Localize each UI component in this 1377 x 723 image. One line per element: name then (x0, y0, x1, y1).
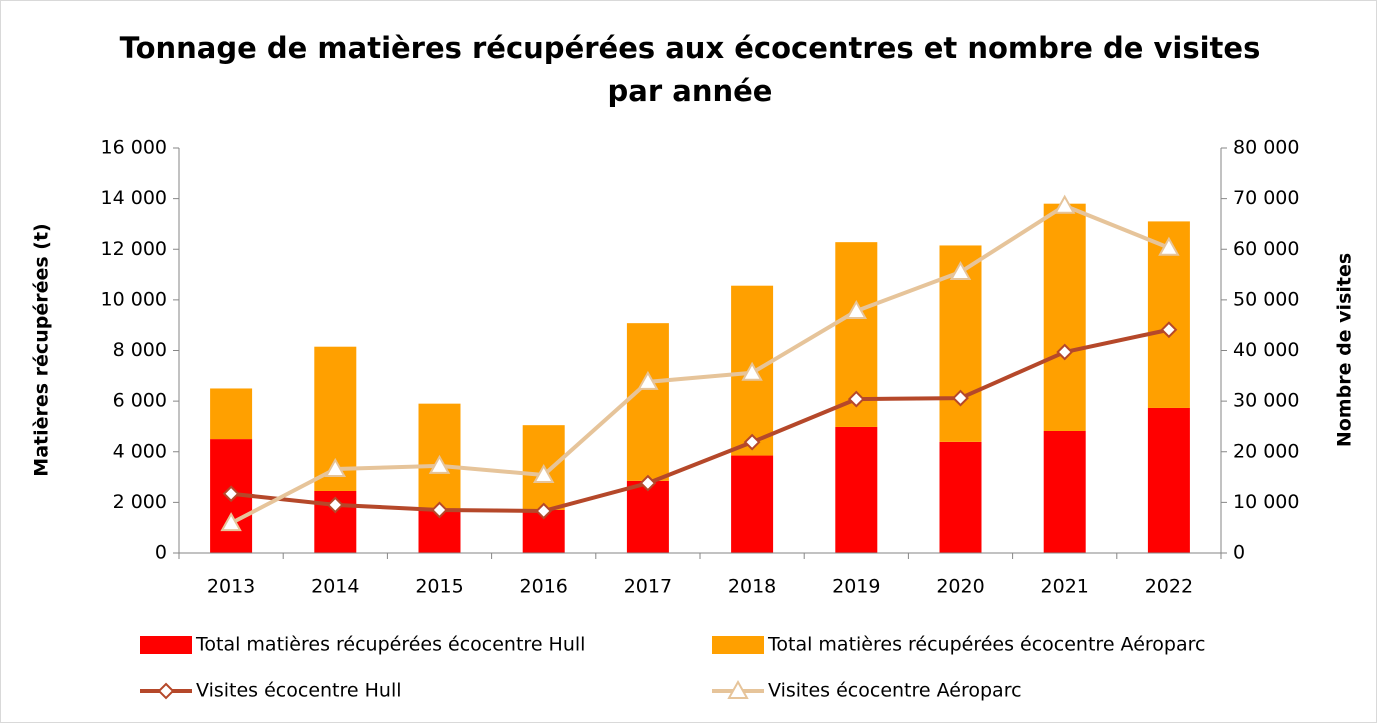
y-tick-label: 4 000 (113, 440, 167, 462)
line-marker (222, 485, 240, 503)
x-tick-label: 2022 (1145, 576, 1193, 598)
line-marker (952, 389, 969, 407)
chart-title: par année (608, 74, 773, 108)
y2-tick-label: 20 000 (1233, 440, 1299, 462)
y2-tick-label: 70 000 (1233, 187, 1299, 209)
y-tick-label: 12 000 (101, 238, 167, 260)
y-tick-label: 2 000 (113, 491, 167, 513)
bar (731, 455, 774, 553)
y2-tick-label: 30 000 (1233, 390, 1299, 412)
y2-tick-label: 0 (1233, 542, 1245, 564)
x-tick-label: 2020 (936, 576, 984, 598)
line-marker (743, 433, 761, 451)
bar (626, 480, 669, 553)
line-marker (727, 679, 749, 699)
y-tick-label: 10 000 (101, 288, 167, 310)
line-marker (949, 260, 972, 281)
line-marker (1160, 321, 1178, 339)
line-marker (324, 457, 347, 477)
y2-tick-label: 80 000 (1233, 137, 1299, 159)
y-axis-title: Matières récupérées (t) (31, 223, 53, 476)
bar (939, 441, 982, 553)
bar (1043, 430, 1086, 553)
legend-swatch (140, 636, 192, 654)
x-tick-label: 2016 (520, 576, 568, 598)
x-tick-label: 2014 (311, 576, 359, 598)
y-tick-label: 14 000 (101, 187, 167, 209)
line-marker (741, 361, 763, 381)
x-tick-label: 2018 (728, 576, 776, 598)
legend-swatch (712, 636, 764, 654)
line-marker (847, 390, 865, 408)
bar (626, 323, 669, 481)
bar (1147, 407, 1190, 553)
y2-tick-label: 60 000 (1233, 238, 1299, 260)
line-marker (532, 463, 555, 484)
y-tick-label: 8 000 (113, 339, 167, 361)
legend-label: Visites écocentre Aéroparc (768, 680, 1022, 702)
legend-label: Visites écocentre Hull (196, 680, 402, 702)
y-tick-label: 0 (155, 542, 167, 564)
y2-tick-label: 40 000 (1233, 339, 1299, 361)
y-tick-label: 6 000 (113, 390, 167, 412)
bar (1043, 203, 1086, 431)
line-marker (1053, 194, 1076, 214)
line-marker (1056, 343, 1074, 361)
line (230, 327, 1170, 513)
x-tick-label: 2013 (207, 576, 255, 598)
bar (835, 426, 878, 553)
line-marker (637, 370, 659, 390)
y2-tick-label: 10 000 (1233, 491, 1299, 513)
y-tick-label: 16 000 (101, 137, 167, 159)
y2-tick-label: 50 000 (1233, 288, 1299, 310)
line-marker (1158, 236, 1180, 256)
line-marker (428, 454, 451, 474)
x-tick-label: 2015 (415, 576, 463, 598)
y2-axis-title: Nombre de visites (1334, 253, 1356, 447)
chart-title: Tonnage de matières récupérées aux écoce… (120, 31, 1261, 65)
line-marker (845, 299, 868, 320)
line-marker (431, 501, 448, 519)
line-marker (535, 502, 553, 520)
x-tick-label: 2019 (832, 576, 880, 598)
legend-label: Total matières récupérées écocentre Hull (195, 634, 585, 656)
bar (210, 388, 253, 440)
line-marker (326, 496, 344, 514)
line (230, 203, 1170, 525)
legend-label: Total matières récupérées écocentre Aéro… (767, 634, 1205, 656)
x-tick-label: 2021 (1041, 576, 1089, 598)
line-marker (639, 474, 657, 492)
line-marker (157, 682, 175, 700)
x-tick-label: 2017 (624, 576, 672, 598)
line-marker (220, 512, 242, 532)
